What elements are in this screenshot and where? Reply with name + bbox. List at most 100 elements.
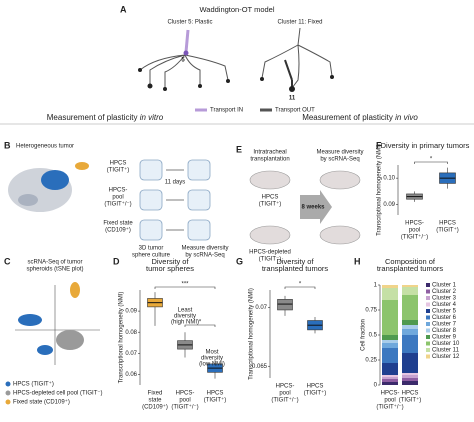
- panel-letter: E: [236, 144, 242, 154]
- legend-swatch: [426, 341, 430, 346]
- x-tick-label: HPCS-: [381, 391, 400, 397]
- significance-bracket: [154, 286, 216, 289]
- stacked-bar: [402, 285, 418, 287]
- stacked-bar: [402, 287, 418, 295]
- annotation: Most: [205, 350, 218, 356]
- x-tick-label: pool: [279, 391, 290, 397]
- caption: 3D tumor: [139, 246, 164, 252]
- row-label: (TIGIT⁺/⁻): [104, 201, 131, 208]
- panel-letter: G: [236, 256, 243, 266]
- trajectory-plot: [139, 27, 333, 89]
- legend-label: Cluster 12: [432, 354, 460, 360]
- row-label: (TIGIT⁺): [259, 201, 282, 208]
- cluster-label: Cluster 5: Plastic: [167, 20, 212, 26]
- legend-swatch: [5, 390, 11, 396]
- x-tick-label: state: [148, 398, 162, 404]
- y-axis-label: Transcriptional homogeneity (NMI): [377, 144, 383, 236]
- panel-title: scRNA-Seq of tumor: [27, 260, 82, 266]
- legend-label: HPCS (TIGIT⁺): [13, 381, 54, 388]
- legend-label: Cluster 10: [432, 341, 460, 347]
- row-label: pool: [112, 195, 123, 201]
- panel-title: Diversity in primary tumors: [381, 141, 470, 150]
- panel-title: tumor spheres: [146, 264, 194, 273]
- trajectory-nodes: [138, 50, 334, 92]
- stacked-bar: [382, 300, 398, 335]
- legend-swatch: [426, 328, 430, 333]
- stacked-bar: [402, 373, 418, 375]
- row-label: Fixed state: [103, 221, 133, 227]
- x-tick-label: HPCS-: [276, 384, 295, 390]
- caption: transplantation: [250, 157, 289, 163]
- x-tick-label: Fixed: [148, 391, 163, 397]
- stacked-bar: [402, 335, 418, 353]
- panel-letter: H: [354, 256, 361, 266]
- y-tick-label: 0.25: [365, 358, 377, 364]
- section-text: Measurement of plasticity: [47, 113, 140, 122]
- row-label: HPCS-: [109, 188, 128, 194]
- x-tick-label: (TIGIT⁺/⁻): [376, 404, 403, 411]
- y-tick-label: 0.75: [365, 308, 377, 314]
- caption: by scRNA-Seq: [320, 157, 359, 163]
- x-tick-label: HPCS-: [405, 221, 424, 227]
- section-text: Measurement of plasticity: [302, 113, 395, 122]
- node-label: 5: [181, 58, 185, 64]
- legend-swatch: [426, 335, 430, 339]
- x-tick-label: HPCS: [307, 384, 324, 390]
- x-tick-label: pool: [384, 398, 395, 404]
- x-tick-label: pool: [179, 398, 190, 404]
- significance: *: [430, 157, 433, 163]
- stacked-bar: [382, 375, 398, 377]
- legend-label: Cluster 11: [432, 348, 460, 354]
- stacked-bar: [382, 379, 398, 382]
- row-label: (TIGIT⁻): [259, 257, 282, 263]
- legend-swatch: [426, 315, 430, 320]
- row-label: (TIGIT⁺): [107, 167, 130, 174]
- stacked-bar: [402, 378, 418, 381]
- legend-label: Cluster 3: [432, 296, 457, 302]
- stacked-bar: [382, 335, 398, 340]
- significance-bracket: [284, 286, 316, 289]
- row-label: (CD109⁺): [105, 227, 131, 234]
- panel-title: spheroids (tSNE plot): [26, 267, 83, 273]
- y-tick-label: 0.07: [125, 351, 137, 357]
- panel-title: Composition of: [385, 257, 436, 266]
- x-tick-label: (TIGIT⁺): [436, 227, 459, 234]
- x-tick-label: (TIGIT⁺): [204, 397, 227, 404]
- panel-title: Diversity of: [151, 257, 189, 266]
- caption: Measure diversity: [181, 246, 228, 252]
- legend-swatch: [426, 309, 430, 313]
- legend-swatch: [5, 381, 11, 387]
- duration: 8 weeks: [301, 205, 325, 211]
- stacked-bar: [382, 288, 398, 300]
- y-tick-label: 0.06: [125, 372, 137, 378]
- panel-letter: A: [120, 4, 127, 14]
- y-tick-label: 0.5: [369, 333, 378, 339]
- y-tick-label: 0.09: [125, 309, 137, 315]
- x-tick-label: (TIGIT⁺/⁻): [401, 234, 428, 241]
- caption: by scRNA-Seq: [185, 253, 224, 259]
- legend-label: Cluster 4: [432, 302, 457, 308]
- y-tick-label: 0.08: [125, 330, 137, 336]
- box: [277, 299, 293, 311]
- row-label: HPCS: [110, 161, 127, 167]
- panel-title: Heterogeneous tumor: [16, 144, 74, 150]
- legend-swatch: [426, 322, 430, 326]
- y-axis-label: Transcriptional homogeneity (NMI): [249, 288, 255, 380]
- stacked-bar: [402, 375, 418, 378]
- y-tick-label: 0.10: [383, 176, 395, 182]
- stacked-bar: [382, 377, 398, 379]
- y-tick-label: 1: [374, 283, 378, 289]
- legend-swatch: [5, 399, 11, 405]
- x-tick-label: (TIGIT⁺): [304, 390, 327, 397]
- stacked-bar: [382, 348, 398, 363]
- x-tick-label: pool: [409, 228, 420, 234]
- legend-label: Transport OUT: [275, 108, 315, 114]
- y-tick-label: 0.07: [255, 305, 267, 311]
- y-tick-label: 0: [374, 383, 378, 389]
- legend-label: Cluster 9: [432, 335, 457, 341]
- node-label: 11: [289, 96, 296, 102]
- stacked-bar: [402, 325, 418, 329]
- x-tick-label: (TIGIT⁺): [399, 397, 422, 404]
- legend-label: Cluster 2: [432, 289, 457, 295]
